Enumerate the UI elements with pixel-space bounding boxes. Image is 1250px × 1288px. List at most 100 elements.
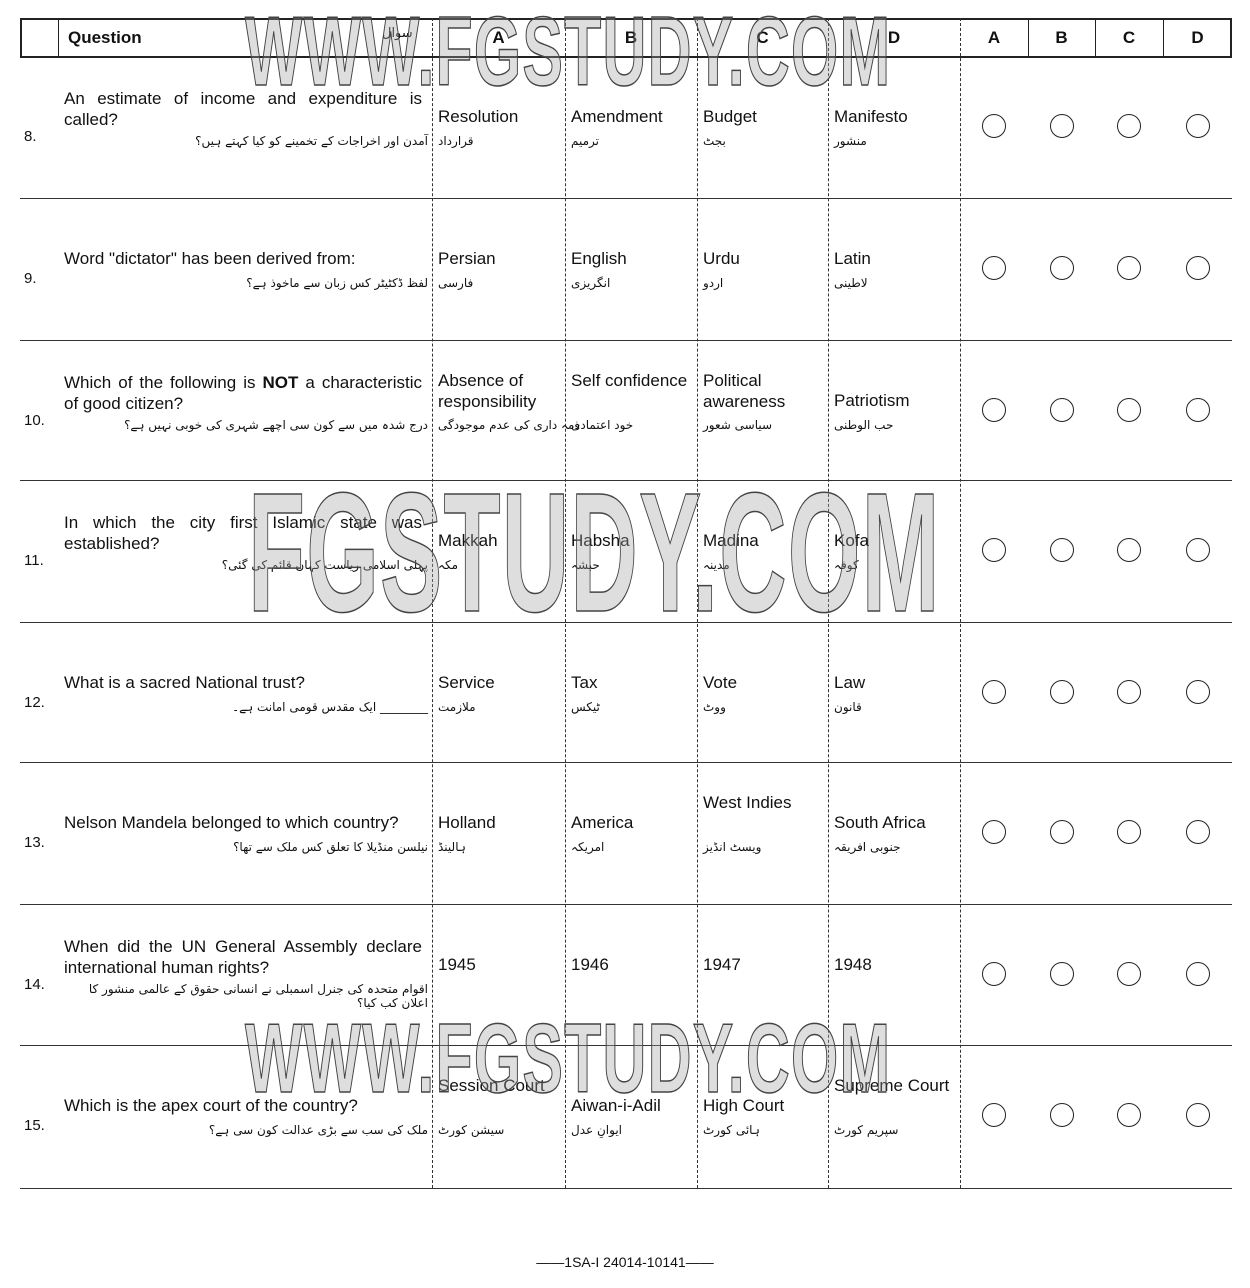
- divider: [58, 18, 59, 58]
- row-divider: [20, 1188, 1232, 1189]
- answer-bubble-d[interactable]: [1185, 820, 1210, 844]
- question-text: What is a sacred National trust?: [64, 673, 305, 692]
- option-c-urdu: اردو: [703, 276, 724, 290]
- question-text-urdu: درج شدہ میں سے کون سی اچھے شہری کی خوبی …: [124, 418, 428, 432]
- header-row: [20, 18, 1232, 58]
- option-b: America: [571, 813, 634, 832]
- divider: [1095, 18, 1096, 58]
- option-a: Service: [438, 673, 495, 692]
- option-header-0: A: [492, 28, 505, 47]
- option-a: Session Court: [438, 1076, 545, 1095]
- question-text: In which the city first Islamic state wa…: [64, 513, 422, 553]
- answer-bubble-b[interactable]: [1049, 962, 1074, 986]
- option-c-urdu: ووٹ: [703, 700, 726, 714]
- option-c: Madina: [703, 531, 759, 550]
- option-d-urdu: حب الوطنی: [834, 418, 894, 432]
- footer-text: 1SA-I 24014-10141: [564, 1254, 686, 1270]
- question-text: When did the UN General Assembly declare…: [64, 937, 422, 977]
- question-header: Question: [68, 28, 142, 47]
- divider: [1028, 18, 1029, 58]
- answer-bubble-c[interactable]: [1117, 680, 1141, 704]
- row-divider: [20, 198, 1232, 199]
- question-text-urdu: پہلی اسلامی ریاست کہاں قائم کی گئی؟: [221, 558, 428, 572]
- answer-bubble-a[interactable]: [982, 256, 1006, 280]
- answer-bubble-a[interactable]: [982, 1103, 1006, 1127]
- answer-bubble-d[interactable]: [1185, 538, 1210, 562]
- question-text-part: Which of the following is: [64, 373, 263, 392]
- option-c: Vote: [703, 673, 738, 692]
- question-text-urdu: ________ ایک مقدس قومی امانت ہے۔: [232, 700, 428, 714]
- question-text: Which of the following is NOT a characte…: [64, 372, 422, 414]
- option-c-urdu: مدینہ: [703, 558, 730, 572]
- option-a-urdu: قرارداد: [438, 134, 474, 148]
- question-emphasis: NOT: [262, 373, 299, 392]
- option-b: Self confidence: [571, 371, 688, 390]
- answer-bubble-b[interactable]: [1049, 1103, 1074, 1127]
- answer-bubble-b[interactable]: [1049, 398, 1074, 422]
- option-d: Latin: [834, 249, 871, 268]
- option-a-urdu: ذمہ داری کی عدم موجودگی: [438, 418, 580, 432]
- option-b-urdu: ٹیکس: [571, 700, 600, 714]
- option-a: Absence of responsibility: [438, 371, 537, 411]
- answer-bubble-a[interactable]: [982, 820, 1006, 844]
- question-number: 12.: [24, 694, 45, 711]
- option-b: English: [571, 249, 627, 268]
- option-b: Tax: [571, 673, 598, 692]
- answer-bubble-c[interactable]: [1117, 1103, 1141, 1127]
- question-text-urdu: ملک کی سب سے بڑی عدالت کون سی ہے؟: [208, 1123, 428, 1137]
- answer-bubble-d[interactable]: [1185, 962, 1210, 986]
- option-d-urdu: سپریم کورٹ: [834, 1123, 899, 1137]
- option-b: 1946: [571, 955, 609, 974]
- column-divider: [432, 18, 433, 1188]
- footer-code: ——1SA-I 24014-10141——: [536, 1254, 714, 1270]
- option-a-urdu: فارسی: [438, 276, 474, 290]
- answer-bubble-a[interactable]: [982, 680, 1006, 704]
- option-header-3: D: [887, 28, 901, 47]
- answer-bubble-d[interactable]: [1185, 256, 1210, 280]
- question-number: 9.: [24, 270, 37, 287]
- answer-bubble-c[interactable]: [1117, 820, 1141, 844]
- option-c: Budget: [703, 107, 757, 126]
- answer-bubble-a[interactable]: [982, 538, 1006, 562]
- option-d: Law: [834, 673, 866, 692]
- question-text-urdu: آمدن اور اخراجات کے تخمینے کو کیا کہتے ہ…: [195, 134, 428, 148]
- answer-bubble-d[interactable]: [1185, 398, 1210, 422]
- answer-bubble-d[interactable]: [1185, 114, 1210, 138]
- answer-bubble-c[interactable]: [1117, 398, 1141, 422]
- answer-header-3: D: [1191, 28, 1204, 47]
- answer-bubble-c[interactable]: [1117, 962, 1141, 986]
- answer-bubble-b[interactable]: [1049, 680, 1074, 704]
- divider: [1163, 18, 1164, 58]
- row-divider: [20, 762, 1232, 763]
- answer-bubble-c[interactable]: [1117, 256, 1141, 280]
- column-divider: [960, 18, 961, 1188]
- option-c-urdu: ویسٹ انڈیز: [703, 840, 762, 854]
- option-c-urdu: ہائی کورٹ: [703, 1123, 760, 1137]
- question-text: An estimate of income and expenditure is…: [64, 89, 422, 129]
- question-number: 15.: [24, 1117, 45, 1134]
- option-d: Supreme Court: [834, 1076, 950, 1095]
- answer-bubble-c[interactable]: [1117, 114, 1141, 138]
- option-c: Political awareness: [703, 371, 786, 411]
- answer-bubble-a[interactable]: [982, 962, 1006, 986]
- option-a-urdu: ملازمت: [438, 700, 476, 714]
- answer-bubble-c[interactable]: [1117, 538, 1141, 562]
- option-d-urdu: قانون: [834, 700, 862, 714]
- answer-bubble-a[interactable]: [982, 398, 1006, 422]
- option-c: 1947: [703, 955, 741, 974]
- question-number: 10.: [24, 412, 45, 429]
- option-b: Amendment: [571, 107, 663, 126]
- answer-bubble-d[interactable]: [1185, 680, 1210, 704]
- answer-bubble-b[interactable]: [1049, 538, 1074, 562]
- option-b: Aiwan-i-Adil: [571, 1096, 661, 1115]
- answer-bubble-b[interactable]: [1049, 114, 1074, 138]
- answer-bubble-b[interactable]: [1049, 256, 1074, 280]
- answer-bubble-d[interactable]: [1185, 1103, 1210, 1127]
- option-b-urdu: امریکہ: [571, 840, 605, 854]
- answer-bubble-a[interactable]: [982, 114, 1006, 138]
- question-number: 14.: [24, 976, 45, 993]
- answer-bubble-b[interactable]: [1049, 820, 1074, 844]
- option-d: Kofa: [834, 531, 869, 550]
- answer-header-2: C: [1122, 28, 1136, 47]
- row-divider: [20, 622, 1232, 623]
